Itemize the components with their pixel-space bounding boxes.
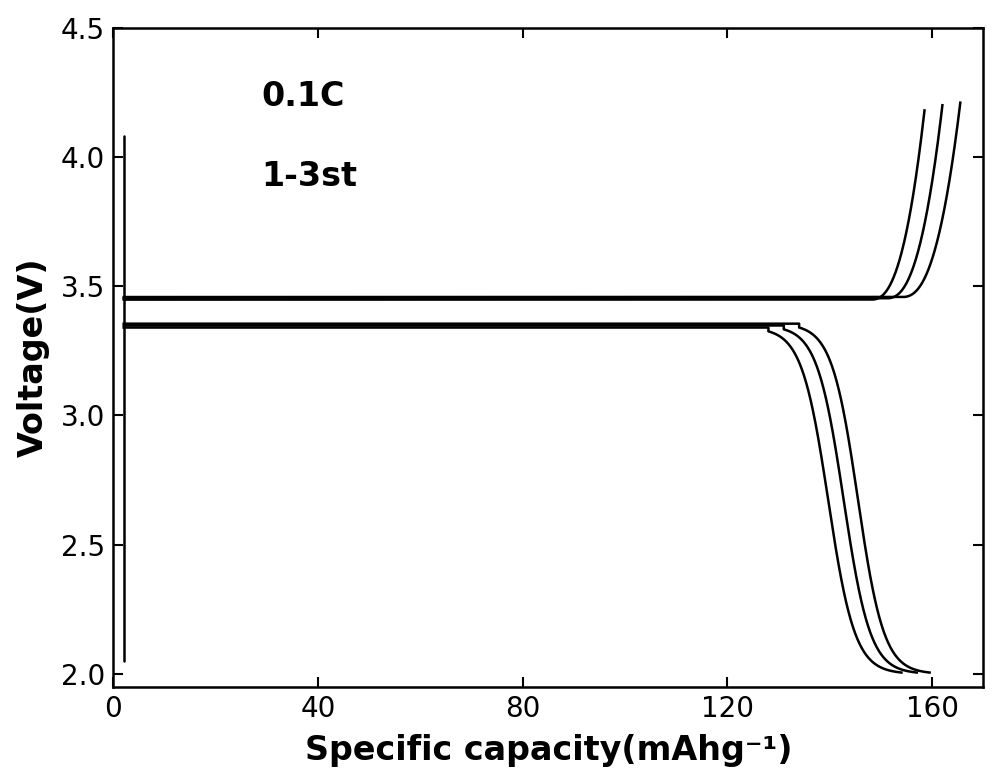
Y-axis label: Voltage(V): Voltage(V) [17, 257, 50, 457]
Text: 0.1C: 0.1C [261, 81, 345, 114]
X-axis label: Specific capacity(mAhg⁻¹): Specific capacity(mAhg⁻¹) [305, 735, 792, 768]
Text: 1-3st: 1-3st [261, 159, 357, 193]
